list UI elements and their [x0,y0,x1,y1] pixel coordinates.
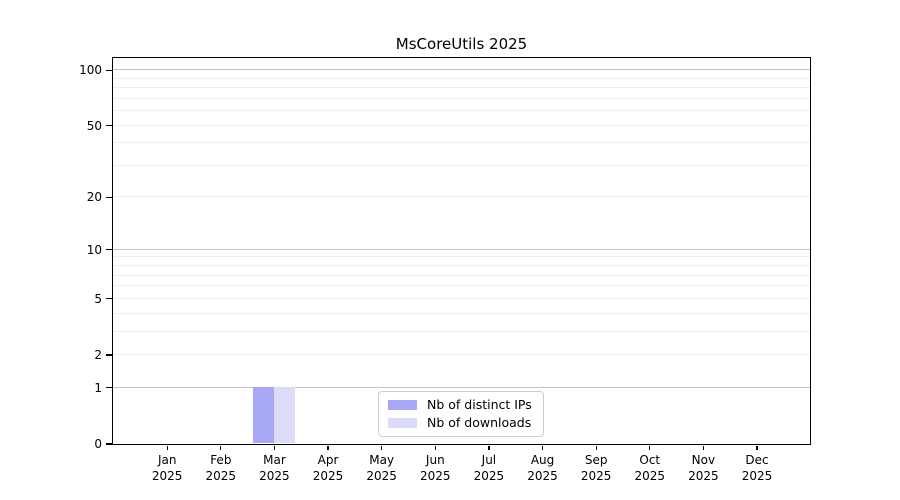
gridline-minor [112,77,810,79]
gridline-minor [112,330,810,332]
x-tick-mark [166,445,168,450]
gridline-minor [112,354,810,355]
y-tick-label: 50 [86,118,102,133]
y-tick-label: 2 [94,348,102,362]
y-tick-mark [106,387,112,389]
gridline-minor [112,196,810,198]
y-tick-label: 20 [86,190,102,205]
x-tick-mark [327,445,329,450]
x-tick-label: Feb 2025 [205,453,237,483]
gridline-major [112,386,810,388]
y-tick-label: 5 [94,291,102,306]
y-tick-label: 0 [94,437,102,451]
x-tick-label: Mar 2025 [259,453,290,483]
x-tick-mark [756,445,758,450]
gridline-minor [112,274,810,276]
gridline-minor [112,265,810,267]
x-tick-label: May 2025 [366,453,397,483]
y-tick-label: 10 [86,242,102,257]
y-tick-mark [106,298,112,300]
x-tick-label: Sep 2025 [580,453,612,483]
y-tick-mark [106,249,112,251]
x-tick-mark [541,445,544,450]
x-tick-label: Jun 2025 [420,453,451,483]
x-tick-label: Nov 2025 [688,453,719,483]
legend: Nb of distinct IPs Nb of downloads [378,391,544,437]
gridline-major [112,69,810,71]
legend-item-distinct-ips: Nb of distinct IPs [388,398,534,412]
x-tick-label: Oct 2025 [634,453,666,483]
legend-label-downloads: Nb of downloads [427,415,532,430]
bar-distinct-ips [252,387,274,444]
gridline-minor [112,124,810,126]
x-tick-mark [381,445,383,450]
y-tick-label: 100 [79,63,102,78]
y-tick-mark [106,196,112,198]
x-tick-mark [273,445,276,450]
gridline-minor [112,256,810,258]
x-tick-mark [595,445,597,450]
gridline-minor [112,164,810,166]
bar-downloads [273,387,296,444]
gridline-minor [112,297,810,299]
y-tick-mark [106,124,112,127]
y-tick-label: 1 [94,380,102,395]
y-tick-mark [106,443,112,445]
plot-area [111,56,811,445]
gridline-minor [112,285,810,287]
x-tick-label: Dec 2025 [741,453,773,483]
legend-item-downloads: Nb of downloads [388,416,534,430]
gridline-major [112,248,810,250]
legend-swatch-distinct-ips [388,400,417,410]
y-tick-mark [106,69,112,71]
gridline-minor [112,142,810,144]
y-tick-mark [106,354,112,356]
x-tick-mark [434,445,436,450]
x-tick-mark [220,445,222,450]
legend-swatch-downloads [388,418,417,428]
x-tick-label: Jan 2025 [151,453,183,483]
x-tick-mark [702,445,704,450]
chart-title: MsCoreUtils 2025 [395,35,528,53]
x-tick-label: Aug 2025 [527,453,558,483]
legend-label-distinct-ips: Nb of distinct IPs [427,397,532,412]
gridline-minor [112,110,810,112]
x-tick-mark [488,445,490,450]
x-tick-mark [649,445,651,450]
x-tick-label: Jul 2025 [473,453,505,483]
gridline-minor [112,97,810,99]
gridline-minor [112,87,810,89]
gridline-minor [112,312,810,314]
x-tick-label: Apr 2025 [312,453,344,483]
